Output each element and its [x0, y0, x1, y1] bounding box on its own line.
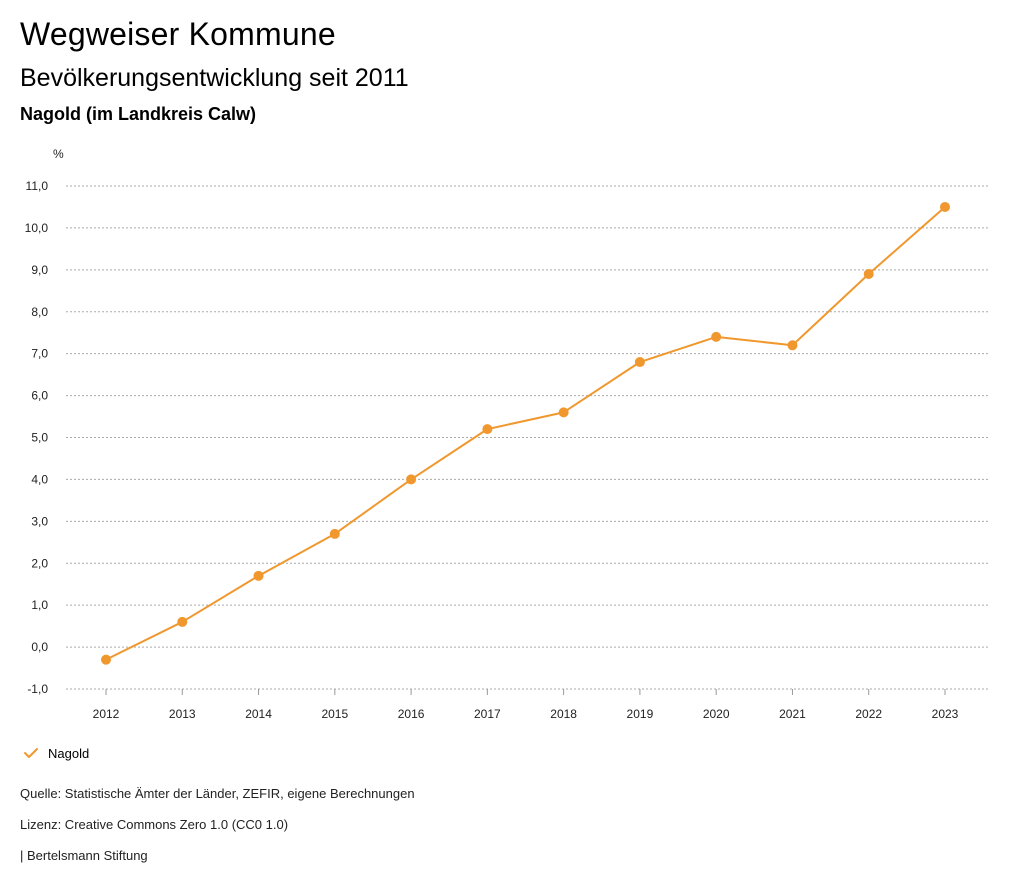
source-note: Quelle: Statistische Ämter der Länder, Z… [20, 786, 415, 801]
region-label: Nagold (im Landkreis Calw) [20, 104, 257, 124]
y-axis-unit-label: % [53, 147, 64, 161]
y-tick-label: 0,0 [31, 640, 48, 654]
data-point[interactable] [177, 616, 188, 627]
line-chart: % -1,0 0,0 1,0 2,0 3,0 4,0 5,0 6,0 7,0 8,0 9,0 10,0… [25, 147, 990, 721]
x-tick-label: 2014 [245, 707, 272, 721]
data-point[interactable] [711, 331, 722, 342]
y-tick-label: 11,0 [26, 179, 49, 193]
y-tick-label: 10,0 [25, 221, 49, 235]
x-tick-label: 2020 [703, 707, 730, 721]
x-tick-label: 2022 [855, 707, 882, 721]
y-tick-label: 4,0 [31, 472, 48, 486]
x-tick-label: 2017 [474, 707, 501, 721]
y-tick-label: 2,0 [31, 556, 48, 570]
series-line-nagold [105, 206, 946, 661]
chart-subtitle: Bevölkerungsentwicklung seit 2011 [20, 64, 409, 92]
data-point[interactable] [329, 528, 340, 539]
y-tick-label: 9,0 [31, 263, 48, 277]
page-title: Wegweiser Kommune [20, 16, 336, 52]
y-tick-label: 1,0 [31, 598, 48, 612]
y-tick-label: -1,0 [27, 682, 48, 696]
data-point[interactable] [406, 474, 417, 485]
data-point[interactable] [253, 570, 264, 581]
y-tick-label: 7,0 [31, 347, 48, 361]
y-tick-label: 3,0 [31, 514, 48, 528]
x-tick-label: 2012 [93, 707, 120, 721]
y-tick-label: 6,0 [31, 389, 48, 403]
x-tick-label: 2016 [398, 707, 425, 721]
data-point[interactable] [558, 407, 569, 418]
data-point[interactable] [482, 424, 493, 435]
data-point[interactable] [940, 201, 950, 212]
x-tick-label: 2023 [932, 707, 959, 721]
x-tick-label: 2015 [321, 707, 348, 721]
x-tick-label: 2018 [550, 707, 577, 721]
check-icon [24, 748, 38, 758]
publisher-note: | Bertelsmann Stiftung [20, 848, 148, 863]
data-point[interactable] [634, 357, 645, 368]
legend[interactable]: Nagold [22, 744, 89, 762]
data-point[interactable] [101, 654, 111, 665]
x-tick-label: 2019 [627, 707, 654, 721]
x-tick-label: 2021 [779, 707, 806, 721]
legend-item-label: Nagold [48, 745, 90, 761]
data-point[interactable] [787, 340, 798, 351]
y-tick-label: 8,0 [31, 305, 48, 319]
x-tick-label: 2013 [169, 707, 196, 721]
data-point[interactable] [863, 269, 874, 280]
license-note: Lizenz: Creative Commons Zero 1.0 (CC0 1… [20, 817, 289, 832]
y-tick-label: 5,0 [31, 431, 48, 445]
